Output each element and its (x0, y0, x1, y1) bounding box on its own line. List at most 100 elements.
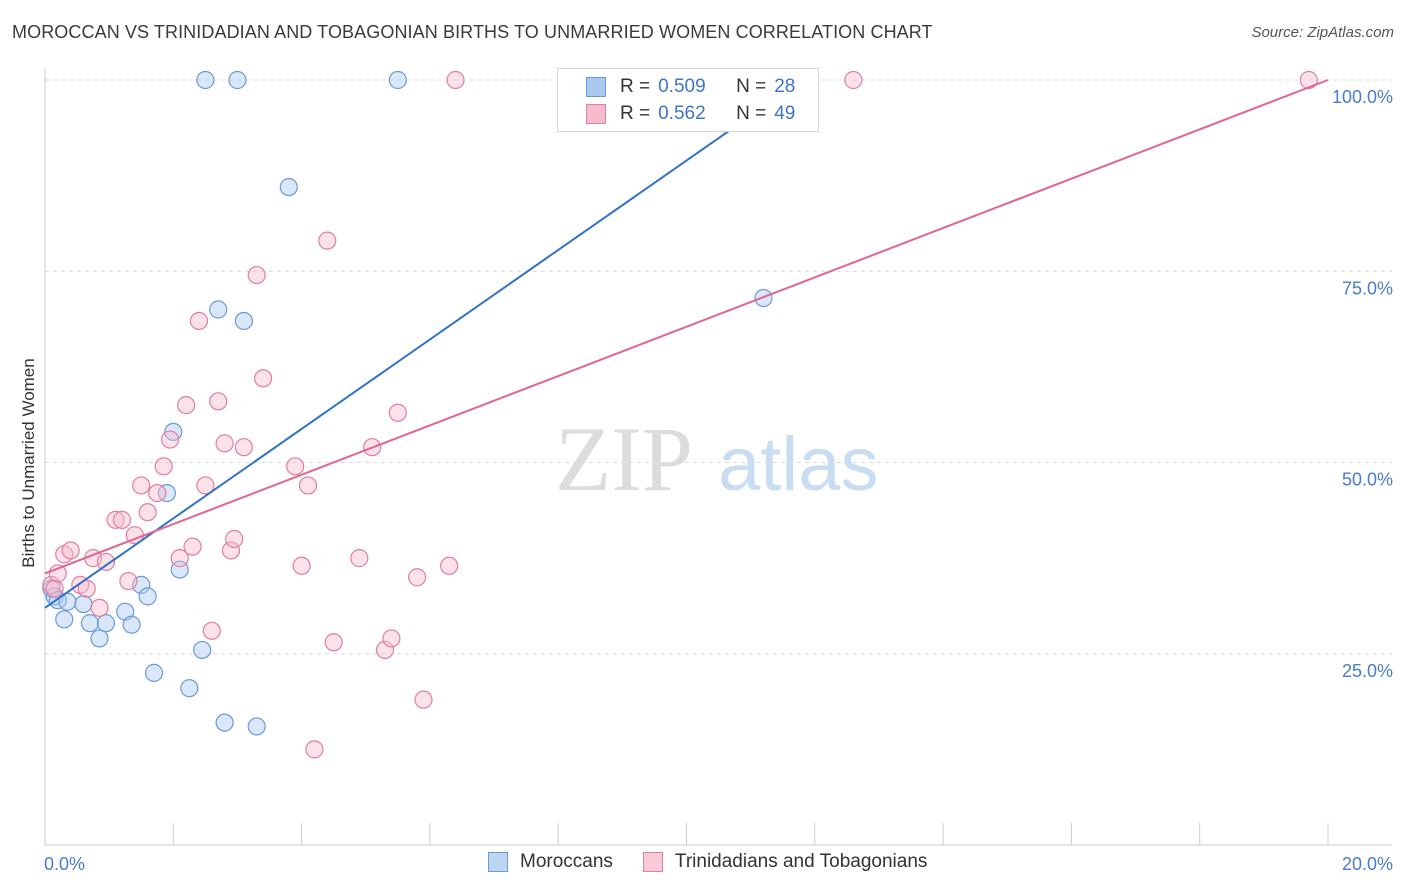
data-point (183, 537, 202, 556)
data-point (407, 568, 427, 587)
series-points-moroccans (42, 70, 773, 736)
data-point (138, 503, 157, 522)
data-point (196, 70, 215, 90)
data-point (247, 265, 266, 285)
tick-labels: 25.0% 50.0% 75.0% 100.0% 0.0% 20.0% (44, 87, 1393, 874)
data-point (96, 614, 116, 633)
data-point (1299, 70, 1318, 90)
n-value-trinidadians: 49 (774, 103, 796, 124)
x-tick-label-max: 20.0% (1342, 854, 1393, 874)
watermark-zip: ZIP (555, 408, 693, 510)
chart-title: MOROCCAN VS TRINIDADIAN AND TOBAGONIAN B… (12, 22, 933, 42)
data-point (45, 579, 64, 598)
data-point (234, 438, 253, 457)
y-tick-label: 100.0% (1332, 87, 1393, 107)
n-label: N = (736, 76, 767, 97)
data-point (234, 311, 253, 331)
series-swatch-moroccans (488, 852, 508, 872)
data-point (446, 70, 465, 90)
data-point (844, 70, 863, 90)
legend-swatch-moroccans (586, 77, 606, 97)
series-legend-moroccans[interactable]: Moroccans (488, 851, 613, 873)
data-point (180, 679, 199, 698)
data-point (225, 529, 244, 549)
data-point (324, 633, 343, 652)
data-point (318, 231, 337, 250)
y-axis-title: Births to Unmarried Women (19, 358, 38, 567)
n-label: N = (736, 103, 767, 124)
data-point (286, 457, 305, 476)
data-point (74, 594, 93, 614)
watermark-atlas: atlas (718, 422, 879, 507)
series-points-trinidadians (42, 70, 1318, 759)
data-point (388, 70, 407, 90)
r-value-trinidadians: 0.562 (658, 103, 706, 124)
data-point (440, 556, 459, 575)
data-point (209, 392, 228, 411)
data-point (292, 556, 311, 575)
series-label-trinidadians: Trinidadians and Tobagonians (674, 851, 928, 872)
watermark: ZIP atlas (555, 408, 879, 510)
y-tick-label: 25.0% (1342, 661, 1393, 681)
data-point (122, 615, 141, 634)
gridlines (45, 79, 1392, 655)
series-swatch-trinidadians (642, 852, 663, 872)
data-point (148, 484, 167, 503)
data-point (61, 541, 80, 560)
y-tick-label: 50.0% (1342, 470, 1393, 490)
data-point (138, 587, 157, 606)
axes (44, 68, 1392, 846)
r-label: R = (620, 103, 651, 124)
data-point (305, 740, 324, 759)
legend-swatch-trinidadians (586, 104, 606, 124)
data-point (177, 396, 196, 415)
r-label: R = (620, 76, 651, 97)
y-tick-label: 75.0% (1342, 278, 1393, 298)
data-point (96, 552, 116, 572)
r-value-moroccans: 0.509 (658, 76, 706, 97)
trend-lines (44, 79, 1329, 609)
legend-row-moroccans: R = 0.509 N = 28 (586, 74, 795, 100)
trend-line (44, 79, 1329, 575)
data-point (298, 476, 318, 495)
trend-line (44, 79, 803, 609)
source-credit: Source: ZipAtlas.com (1251, 24, 1394, 41)
n-value-moroccans: 28 (774, 76, 796, 97)
data-point (375, 640, 395, 660)
data-point (215, 713, 234, 732)
data-point (77, 579, 96, 598)
data-point (350, 549, 369, 568)
data-point (254, 369, 273, 388)
data-point (247, 717, 266, 736)
data-point (196, 476, 215, 495)
data-point (157, 484, 176, 503)
data-point (160, 430, 180, 449)
data-point (144, 663, 164, 682)
data-point (189, 311, 209, 331)
series-legend: Moroccans Trinidadians and Tobagonians (488, 851, 957, 873)
series-legend-trinidadians[interactable]: Trinidadians and Tobagonians (642, 851, 928, 873)
data-point (193, 640, 212, 660)
data-point (154, 457, 173, 476)
correlation-legend: R = 0.509 N = 28 R = 0.562 N = 49 (557, 68, 819, 132)
data-point (202, 621, 221, 640)
data-point (228, 70, 247, 90)
data-point (90, 629, 109, 648)
data-point (388, 403, 407, 422)
data-point (382, 629, 401, 648)
data-point (90, 598, 109, 617)
data-point (170, 549, 189, 568)
data-point (209, 300, 228, 319)
data-point (215, 434, 234, 453)
data-point (279, 178, 298, 197)
data-points (42, 70, 1318, 759)
series-label-moroccans: Moroccans (520, 851, 613, 872)
data-point (221, 541, 241, 560)
legend-row-trinidadians: R = 0.562 N = 49 (586, 101, 795, 127)
data-point (132, 476, 151, 495)
x-tick-label-min: 0.0% (44, 854, 85, 874)
data-point (80, 614, 100, 633)
data-point (414, 690, 433, 709)
data-point (112, 510, 132, 529)
